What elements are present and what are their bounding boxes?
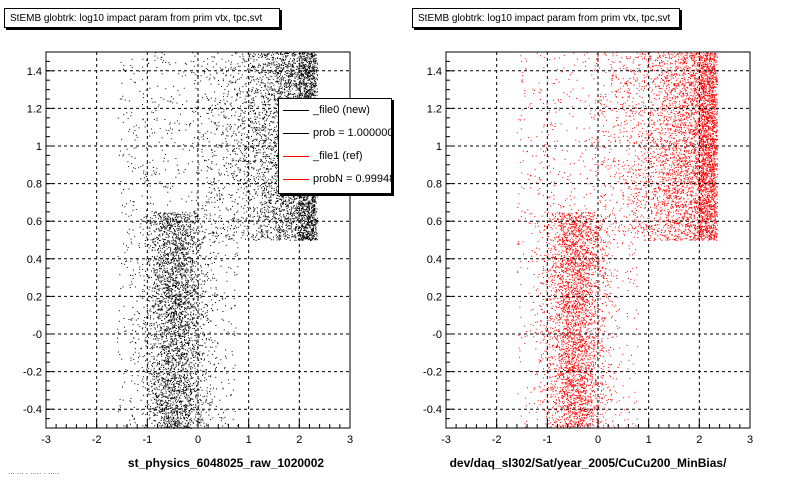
right-y-tick-label-8: 1.2 bbox=[427, 103, 442, 115]
legend-swatch-probn bbox=[283, 179, 309, 180]
right-x-tick-label-0: -3 bbox=[441, 434, 451, 446]
left-x-tick-label-3: 0 bbox=[195, 434, 201, 446]
legend-swatch-file1 bbox=[283, 156, 309, 157]
left-y-tick-label-2: -0 bbox=[32, 329, 42, 341]
right-y-tick-label-7: 1 bbox=[436, 141, 442, 153]
left-y-tick-label-7: 1 bbox=[36, 141, 42, 153]
left-y-tick-label-8: 1.2 bbox=[27, 103, 42, 115]
left-x-tick-label-0: -3 bbox=[41, 434, 51, 446]
right-x-axis-label: dev/daq_sl302/Sat/year_2005/CuCu200_MinB… bbox=[449, 456, 727, 470]
left-x-axis-label: st_physics_6048025_raw_1020002 bbox=[127, 456, 325, 470]
right-scatter-plot: -3 -2 -1 0 1 2 3 -0.4 -0.2 -0 0.2 0.4 0.6 0.8 1 1.2 1.4 bbox=[423, 51, 753, 446]
left-x-tick-label-6: 3 bbox=[347, 434, 353, 446]
right-scatter-points bbox=[516, 52, 718, 429]
right-x-tick-label-1: -2 bbox=[492, 434, 502, 446]
legend-label-file1: _file1 (ref) bbox=[313, 150, 363, 162]
left-chart-panel: -3 -2 -1 0 1 2 3 -0.4 -0.2 -0 0.2 0.4 0.6 0.8 1 1.2 1.4 … bbox=[4, 8, 392, 476]
right-x-tick-label-5: 2 bbox=[696, 434, 702, 446]
right-scatter-marks bbox=[516, 52, 718, 429]
legend: _file0 (new) prob = 1.000000 _file1 (ref… bbox=[278, 98, 392, 194]
right-chart-title: StEMB globtrk: log10 impact param from p… bbox=[412, 8, 680, 28]
left-chart-title: StEMB globtrk: log10 impact param from p… bbox=[4, 8, 280, 28]
right-y-tick-label-2: -0 bbox=[432, 329, 442, 341]
left-scatter-plot: -3 -2 -1 0 1 2 3 -0.4 -0.2 -0 0.2 0.4 0.6 0.8 1 1.2 1.4 bbox=[23, 51, 353, 446]
legend-swatch-file0 bbox=[283, 110, 309, 111]
legend-entry-prob: prob = 1.000000 bbox=[279, 122, 392, 144]
legend-label-file0: _file0 (new) bbox=[313, 104, 370, 116]
left-y-tick-label-5: 0.6 bbox=[27, 216, 42, 228]
left-x-tick-label-4: 1 bbox=[246, 434, 252, 446]
legend-swatch-prob bbox=[283, 133, 309, 134]
left-y-tick-label-4: 0.4 bbox=[27, 254, 42, 266]
left-x-tick-label-1: -2 bbox=[92, 434, 102, 446]
right-y-tick-label-1: -0.2 bbox=[423, 367, 442, 379]
left-y-tick-label-9: 1.4 bbox=[27, 66, 42, 78]
legend-label-probn: probN = 0.999487 bbox=[313, 173, 391, 185]
left-x-tick-label-2: -1 bbox=[142, 434, 152, 446]
right-x-tick-label-4: 1 bbox=[646, 434, 652, 446]
left-scatter-points bbox=[117, 52, 319, 429]
legend-label-prob: prob = 1.000000 bbox=[313, 127, 392, 139]
legend-entry-file1: _file1 (ref) bbox=[279, 145, 391, 167]
left-y-tick-label-6: 0.8 bbox=[27, 179, 42, 191]
right-x-tick-label-6: 3 bbox=[747, 434, 753, 446]
footer-text: ... ... . ..... . ..... bbox=[8, 467, 60, 476]
right-y-tick-label-4: 0.4 bbox=[427, 254, 442, 266]
left-y-tick-label-0: -0.4 bbox=[23, 404, 42, 416]
left-y-tick-label-3: 0.2 bbox=[27, 291, 42, 303]
right-x-tick-label-2: -1 bbox=[542, 434, 552, 446]
right-x-tick-label-3: 0 bbox=[595, 434, 601, 446]
legend-entry-file0: _file0 (new) bbox=[279, 99, 391, 121]
left-y-tick-label-1: -0.2 bbox=[23, 367, 42, 379]
right-y-tick-label-5: 0.6 bbox=[427, 216, 442, 228]
right-y-tick-label-0: -0.4 bbox=[423, 404, 442, 416]
right-chart-panel: -3 -2 -1 0 1 2 3 -0.4 -0.2 -0 0.2 0.4 0.6 0.8 1 1.2 1.4 … bbox=[400, 0, 800, 480]
legend-entry-probn: probN = 0.999487 bbox=[279, 168, 391, 190]
right-y-tick-label-6: 0.8 bbox=[427, 179, 442, 191]
right-y-tick-label-3: 0.2 bbox=[427, 291, 442, 303]
left-x-tick-label-5: 2 bbox=[296, 434, 302, 446]
left-scatter-marks bbox=[117, 52, 319, 429]
right-y-tick-label-9: 1.4 bbox=[427, 66, 442, 78]
